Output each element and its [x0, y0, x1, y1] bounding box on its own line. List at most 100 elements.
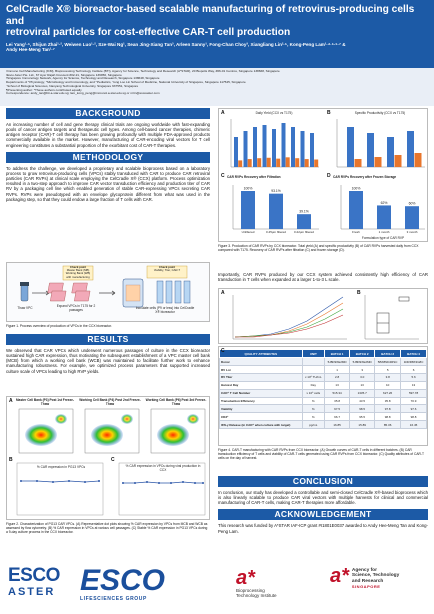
fig2-b-title: % CAR expression in PG13 VPCs — [36, 465, 86, 469]
table-cell: 3.8 — [374, 372, 402, 382]
process-diagram — [20, 265, 191, 308]
bti-logo: a* Bioprocessing Technology Institute — [236, 568, 316, 608]
fig3-panel-d: D — [327, 173, 331, 179]
table-cell: 3 — [349, 365, 376, 374]
table-cell: 15.89 — [349, 420, 376, 430]
checkpoint-2-text: Viability, Titer, CAR-T — [153, 268, 181, 273]
fig3-c-category: 0.45µm filtered — [266, 230, 286, 234]
fig3-d-category: 3 month — [407, 230, 418, 234]
table-cell: RV Lot — [219, 365, 303, 374]
table-cell: 3.0 — [349, 372, 376, 382]
fig3-c-bar — [269, 193, 283, 229]
fig3-a-bar-t175 — [285, 157, 290, 167]
fig3-c-value-label: 39.1% — [299, 210, 309, 214]
table-cell: 96.7 — [324, 412, 351, 422]
figure-1-process: Thaw VPC Expand VPCs in T175 for 2 passa… — [6, 262, 210, 322]
table-cell: 16.45 — [400, 420, 427, 430]
fig3-b-bar-ccx — [407, 131, 414, 167]
fig3-cd-plots: 100% Unfiltered 93.1% 0.45µm filtered 39.1% 0… — [232, 185, 425, 234]
table-cell: 13 — [400, 380, 427, 390]
table-row: RV Titer x 10⁶ TU/mL 2.8 3.0 3.8 5.6 — [219, 372, 427, 382]
checkpoint-1-title: Check point — [69, 265, 86, 269]
fig3-a-bar-ccx — [310, 133, 314, 167]
step-expand: Expand VPCs in T175 for 2 passages — [56, 304, 96, 312]
fig2-c-title: % CAR expression in VPCs during viral pr… — [125, 464, 201, 472]
table-cell: % — [301, 404, 326, 414]
fig3-d-bar — [377, 205, 391, 229]
fig3-d-xlabel: Formulation type of CAR RVP — [361, 236, 405, 240]
table-header: UNIT — [301, 348, 326, 359]
section-methodology: METHODOLOGY — [6, 151, 210, 163]
table-cell: 98.8 — [400, 412, 427, 422]
table-cell: 98.5 — [349, 404, 376, 414]
table-cell: 85.36 — [374, 420, 402, 430]
title-line-2: retroviral particles for cost-effective … — [6, 27, 291, 38]
fig4-panel-b: B — [357, 290, 361, 296]
fig2-panel-c: C — [111, 457, 115, 463]
table-cell: Transduction Efficiency — [219, 396, 303, 406]
quality-table: QUALITY ATTRIBUTES UNIT BATCH 1 BATCH 2 … — [219, 348, 427, 430]
acknowledgement-text: This research was funded by A*STAR IAF-I… — [218, 523, 428, 534]
fig3-a-bar-ccx — [272, 129, 276, 167]
figure-4-caption: Figure 4. CAR-T manufacturing with CAR R… — [218, 448, 424, 461]
table-header: BATCH 4 — [400, 348, 427, 359]
table-cell: 5 — [374, 365, 402, 374]
table-cell: Day — [301, 380, 326, 390]
fig2-plots — [16, 408, 206, 516]
figure-1-caption: Figure 1. Process overview of production… — [6, 324, 112, 328]
table-cell: 98.8 — [374, 412, 402, 422]
section-results: RESULTS — [6, 334, 210, 345]
affiliation-6: ¶Presenting author: *These authors contr… — [6, 88, 82, 92]
fig3-d-category: 1 month — [379, 230, 390, 234]
fig4-curves — [232, 295, 419, 340]
fig3-a-bar-ccx — [281, 123, 286, 167]
authors-line-1: Lei Yang¹·⁶, Shijun Zhai¹·², Weiwen Luo¹… — [6, 41, 346, 47]
table-cell: 70.9 — [400, 396, 427, 406]
fig3-c-bar — [297, 214, 311, 229]
bti-mark: a* — [236, 567, 255, 589]
fig3-a-bar-t175 — [314, 159, 319, 167]
fig3-d-category: Fresh — [352, 230, 360, 234]
table-cell: x 10⁶ cells — [301, 388, 326, 398]
table-cell: 597.78 — [400, 388, 427, 398]
table-cell: 97.8 — [374, 404, 402, 414]
affiliation-4: Departments of ⁴Physiology, ⁵Microbiolog… — [6, 81, 246, 85]
fig3-d-value-label: 62% — [381, 201, 388, 205]
figure-4-table: C QUALITY ATTRIBUTES UNIT BATCH 1 BATCH … — [218, 346, 428, 446]
affiliation-3: ³Singapore Immunology Network, Agency fo… — [6, 77, 160, 81]
figure-3: A B Daily Yield (CCX vs T175) Specific P… — [218, 108, 428, 242]
fig3-a-bar-t175 — [266, 157, 271, 167]
table-header-row: QUALITY ATTRIBUTES UNIT BATCH 1 BATCH 2 … — [219, 348, 427, 359]
fig3-d-title: CAR RVPs Recovery after Frozen Storage — [333, 175, 397, 179]
bti-text-2: Technology Institute — [236, 593, 277, 598]
fig3-a-bar-t175 — [257, 158, 262, 167]
table-cell: Donor — [219, 357, 303, 367]
table-row: RV Lot 1 3 5 6 — [219, 365, 427, 374]
fig3-panel-b: B — [327, 110, 331, 116]
table-cell: 5J8D9XE2MD — [324, 357, 351, 367]
conclusion-text: In conclusion, our study has developed a… — [218, 490, 428, 506]
results-left: RESULTS We observed that CAR VPCs which … — [6, 334, 210, 374]
esco-life-text: ESCO — [80, 564, 166, 597]
table-cell: 97.5 — [324, 404, 351, 414]
table-cell: 16.85 — [324, 420, 351, 430]
table-row: Harvest Day Day 13 13 10 13 — [219, 380, 427, 390]
esco-aster-text-2: ASTER — [8, 586, 56, 598]
checkpoint-2-title: Check point — [158, 265, 175, 269]
table-cell: 97.6 — [400, 404, 427, 414]
checkpoint-1-text: Master Bank (MB) Working Bank (WB) with … — [65, 268, 91, 279]
affiliation-2: ²Esco Aster Pte. Ltd., 67 Ayer Rajah Cre… — [6, 73, 122, 77]
table-cell: 1 — [324, 365, 351, 374]
fig3-a-bar-t175 — [295, 158, 300, 167]
astar-text-1: Agency for — [351, 568, 377, 573]
fig3-c-value-label: 100% — [244, 187, 253, 191]
table-cell: % — [301, 412, 326, 422]
fig2-panel-b: B — [9, 457, 13, 463]
table-cell: 515.34 — [324, 388, 351, 398]
step-inoculate: Inoculate cells (P9 or less) into CelCra… — [135, 306, 195, 314]
fig3-b-bar-ccx — [347, 127, 354, 167]
fig3-c-value-label: 93.1% — [271, 189, 281, 193]
fig3-b-bar-t175 — [374, 157, 382, 167]
table-cell: Harvest Day — [219, 380, 303, 390]
table-cell: 5.6 — [400, 372, 427, 382]
